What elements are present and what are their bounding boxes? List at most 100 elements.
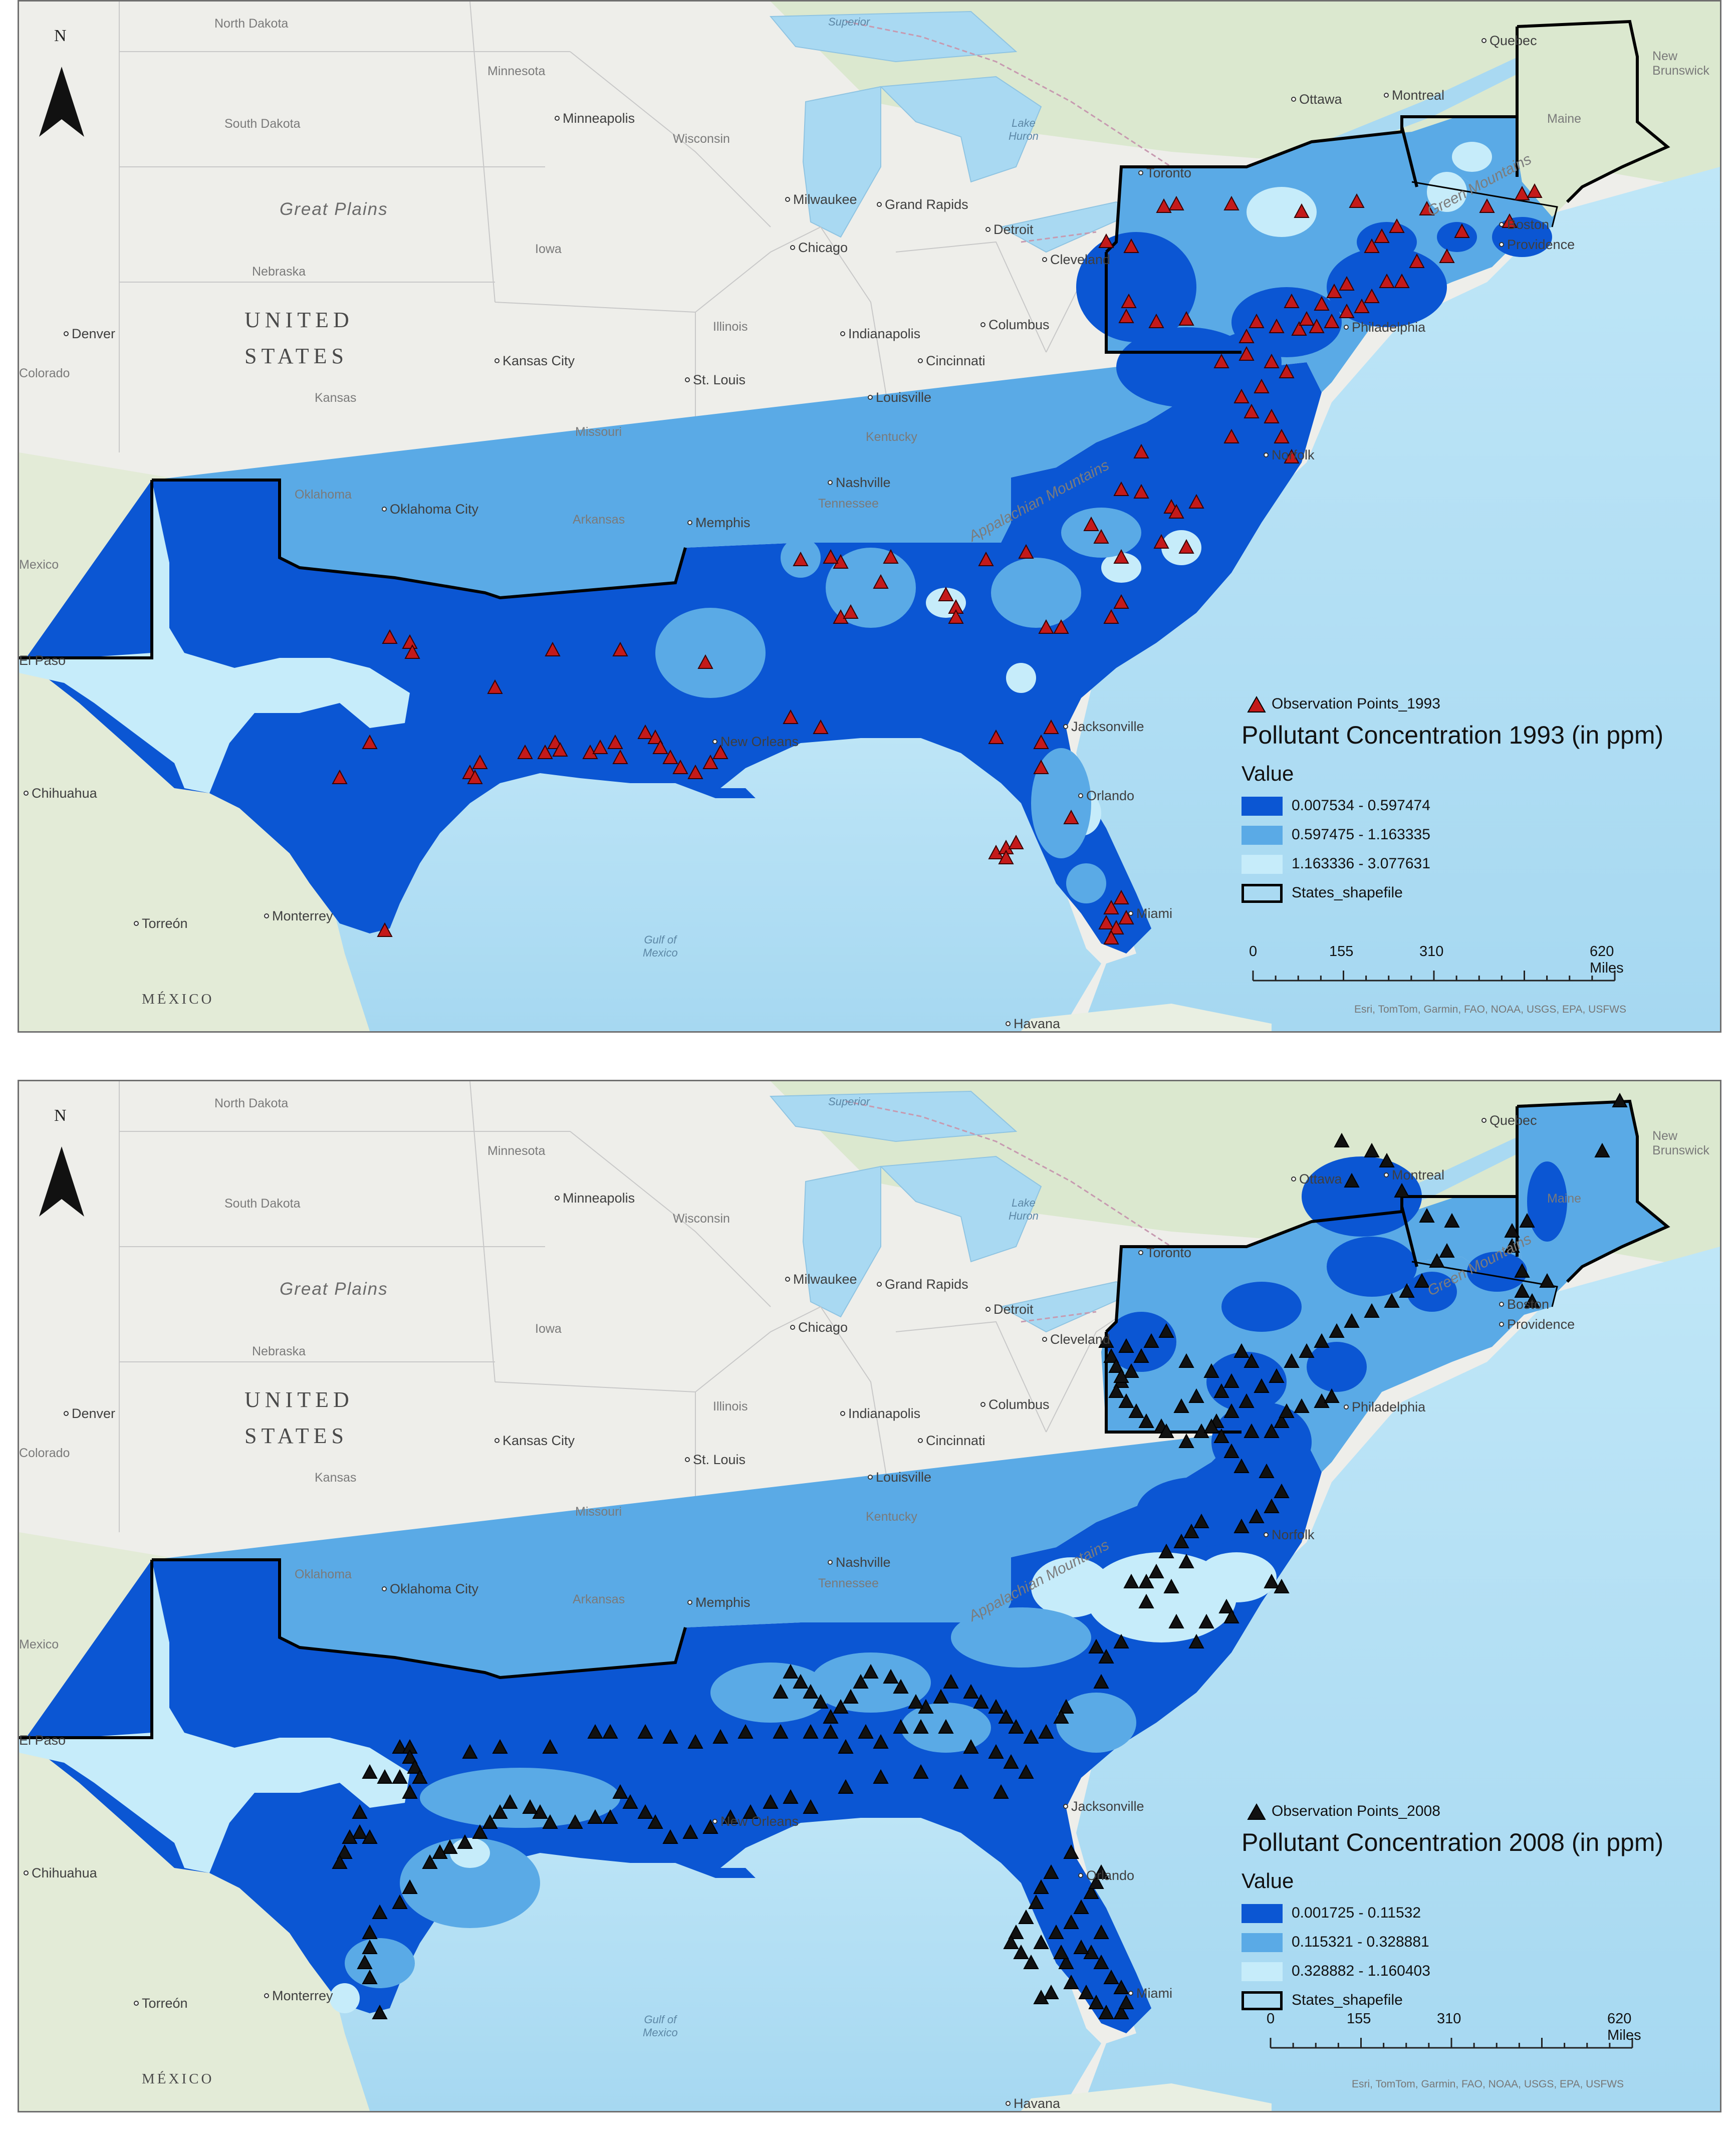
observation-point [1329, 1323, 1345, 1338]
observation-point [1213, 1428, 1229, 1443]
place-label: Iowa [535, 242, 562, 256]
place-label: Mexico [19, 1637, 59, 1651]
observation-point [1103, 609, 1119, 624]
concentration-zone [1161, 530, 1201, 565]
place-label: STATES [244, 344, 348, 368]
observation-point [1439, 1243, 1455, 1258]
observation-point [1198, 1613, 1214, 1628]
place-label: New Orleans [712, 1814, 799, 1829]
observation-point [763, 1794, 779, 1809]
observation-point [858, 1724, 874, 1739]
observation-point [1098, 914, 1114, 929]
place-label: Orlando [1078, 1868, 1134, 1883]
city-dot-icon [1499, 242, 1504, 247]
north-label: N [54, 1106, 67, 1125]
observation-point [1108, 1383, 1124, 1398]
observation-point [793, 551, 809, 566]
place-label: Cleveland [1042, 252, 1110, 268]
observation-point [1326, 283, 1342, 298]
observation-point [1158, 1423, 1174, 1438]
observation-point [697, 654, 713, 669]
city-dot-icon [1042, 257, 1047, 262]
concentration-zone [1136, 1477, 1257, 1547]
place-label: Louisville [868, 1470, 931, 1485]
observation-point [1274, 1578, 1290, 1593]
observation-point [362, 1829, 378, 1844]
observation-point [1364, 238, 1380, 253]
observation-point [1138, 1573, 1154, 1588]
observation-point [1254, 1378, 1270, 1393]
observation-point [702, 754, 718, 769]
observation-point [1419, 1208, 1435, 1223]
place-label: Cincinnati [918, 353, 985, 369]
city-dot-icon [382, 507, 387, 512]
observation-point [1349, 193, 1365, 208]
observation-point [1384, 1293, 1400, 1308]
city-dot-icon [840, 331, 845, 336]
observation-point [1223, 1608, 1239, 1623]
place-label: Louisville [868, 390, 931, 405]
observation-point [1023, 1954, 1039, 1969]
observation-point [1123, 1573, 1139, 1588]
observation-point [567, 1814, 583, 1829]
observation-point [1264, 1498, 1280, 1513]
north-arrow: N [34, 1106, 89, 1222]
observation-point [1249, 1508, 1265, 1523]
observation-point [1213, 1383, 1229, 1398]
city-dot-icon [985, 227, 990, 232]
observation-point [1324, 313, 1340, 328]
city-dot-icon [877, 1282, 882, 1287]
north-arrow-icon [39, 1146, 84, 1217]
observation-point [402, 1784, 418, 1799]
observation-point [1053, 1709, 1069, 1724]
observation-point [602, 1809, 618, 1824]
observation-point [552, 742, 568, 757]
observation-point [793, 1674, 809, 1689]
city-dot-icon [712, 1819, 717, 1824]
observation-point [1063, 809, 1079, 824]
place-label: Chicago [790, 240, 848, 256]
observation-point [838, 1779, 854, 1794]
observation-point [392, 1894, 408, 1909]
observation-point [357, 1954, 373, 1969]
city-dot-icon [980, 322, 985, 327]
observation-point [442, 1839, 458, 1854]
observation-point [1121, 293, 1137, 308]
legend-value-heading: Value [1242, 762, 1294, 785]
place-label: Chihuahua [24, 786, 97, 801]
observation-point [1093, 529, 1109, 544]
place-label: Gulf of Mexico [643, 2013, 678, 2039]
observation-point [1083, 1884, 1099, 1899]
city-dot-icon [64, 331, 69, 336]
observation-point [1254, 378, 1270, 393]
place-label: Philadelphia [1344, 1399, 1425, 1415]
place-label: Indianapolis [840, 326, 920, 342]
city-dot-icon [685, 1457, 690, 1462]
observation-point [938, 1719, 954, 1734]
place-label: Chicago [790, 1320, 848, 1335]
observation-point [1168, 1613, 1184, 1628]
observation-point [1514, 1263, 1530, 1278]
observation-point [1223, 1403, 1239, 1418]
concentration-zone [1056, 1693, 1136, 1753]
place-label: Torreón [134, 916, 188, 931]
city-dot-icon [687, 1600, 692, 1605]
concentration-zone [1221, 1282, 1302, 1332]
north-arrow: N [34, 27, 89, 142]
observation-marker-icon [1247, 695, 1266, 713]
concentration-zone [1101, 553, 1141, 583]
place-label: Oklahoma City [382, 1581, 478, 1597]
observation-point [783, 1664, 799, 1679]
city-dot-icon [790, 1325, 795, 1330]
observation-point [602, 1724, 618, 1739]
observation-point [612, 1784, 628, 1799]
observation-point [1274, 1413, 1290, 1428]
place-label: STATES [244, 1424, 348, 1448]
observation-point [517, 744, 533, 759]
observation-point [993, 1784, 1009, 1799]
place-label: North Dakota [214, 17, 289, 31]
observation-point [1244, 403, 1260, 418]
place-label: Montreal [1384, 88, 1444, 103]
place-label: Tennessee [818, 497, 879, 511]
city-dot-icon [1264, 1532, 1269, 1537]
